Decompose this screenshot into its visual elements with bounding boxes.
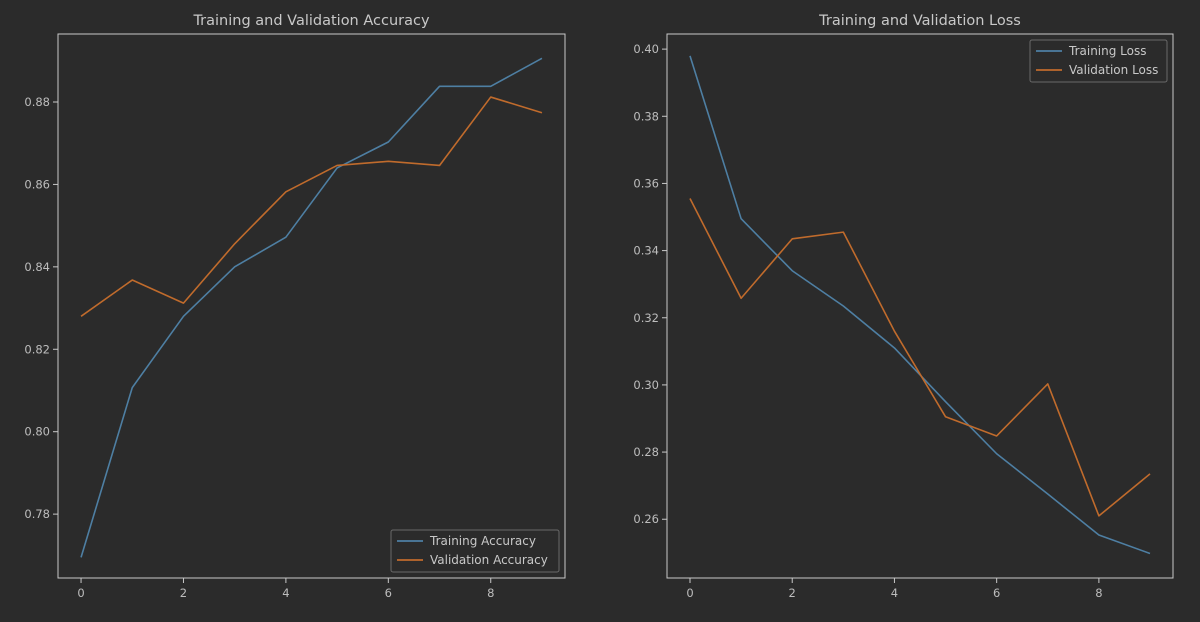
accuracy-legend-label: Validation Accuracy [430, 553, 548, 567]
loss-x-tick-label: 4 [891, 586, 898, 600]
accuracy-x-tick-label: 2 [180, 586, 187, 600]
loss-chart-title: Training and Validation Loss [818, 13, 1021, 29]
accuracy-chart-title: Training and Validation Accuracy [192, 13, 430, 29]
accuracy-y-tick-label: 0.88 [24, 95, 50, 109]
loss-y-tick-label: 0.34 [633, 244, 659, 258]
accuracy-series-line-validation [80, 96, 543, 317]
loss-y-tick-label: 0.28 [633, 445, 659, 459]
accuracy-y-tick-label: 0.84 [24, 260, 50, 274]
loss-legend-label: Training Loss [1068, 44, 1146, 58]
accuracy-x-tick-label: 6 [385, 586, 392, 600]
accuracy-legend-label: Training Accuracy [429, 534, 536, 548]
loss-y-tick-label: 0.36 [633, 176, 659, 190]
loss-chart: Training and Validation Loss 0 2 4 6 8 0.26 0.2… [633, 13, 1174, 600]
loss-x-tick-label: 8 [1095, 586, 1102, 600]
loss-y-tick-label: 0.30 [633, 378, 659, 392]
accuracy-x-tick-label: 8 [487, 586, 494, 600]
accuracy-y-tick-label: 0.82 [24, 342, 50, 356]
loss-x-tick-label: 0 [686, 586, 693, 600]
loss-x-tick-label: 2 [789, 586, 796, 600]
loss-y-tick-label: 0.32 [633, 311, 659, 325]
accuracy-x-tick-label: 4 [282, 586, 289, 600]
accuracy-y-tick-label: 0.80 [24, 425, 50, 439]
accuracy-series-line-training [80, 57, 543, 558]
loss-legend: Training Loss Validation Loss [1029, 39, 1168, 83]
loss-y-tick-label: 0.26 [633, 512, 659, 526]
loss-series-line-training [689, 55, 1151, 555]
accuracy-legend-box [390, 529, 560, 573]
loss-legend-box [1029, 39, 1168, 83]
loss-y-tick-label: 0.38 [633, 109, 659, 123]
loss-series-line-validation [689, 198, 1151, 517]
loss-y-tick-label: 0.40 [633, 42, 659, 56]
accuracy-x-tick-label: 0 [77, 586, 84, 600]
accuracy-chart: Training and Validation Accuracy 0 2 4 6 8 0.7… [24, 13, 566, 600]
loss-x-tick-label: 6 [993, 586, 1000, 600]
accuracy-plot-frame [57, 33, 566, 579]
accuracy-legend: Training Accuracy Validation Accuracy [390, 529, 560, 573]
accuracy-y-tick-label: 0.78 [24, 507, 50, 521]
accuracy-y-tick-label: 0.86 [24, 177, 50, 191]
loss-legend-label: Validation Loss [1069, 63, 1158, 77]
loss-plot-frame [666, 33, 1174, 579]
